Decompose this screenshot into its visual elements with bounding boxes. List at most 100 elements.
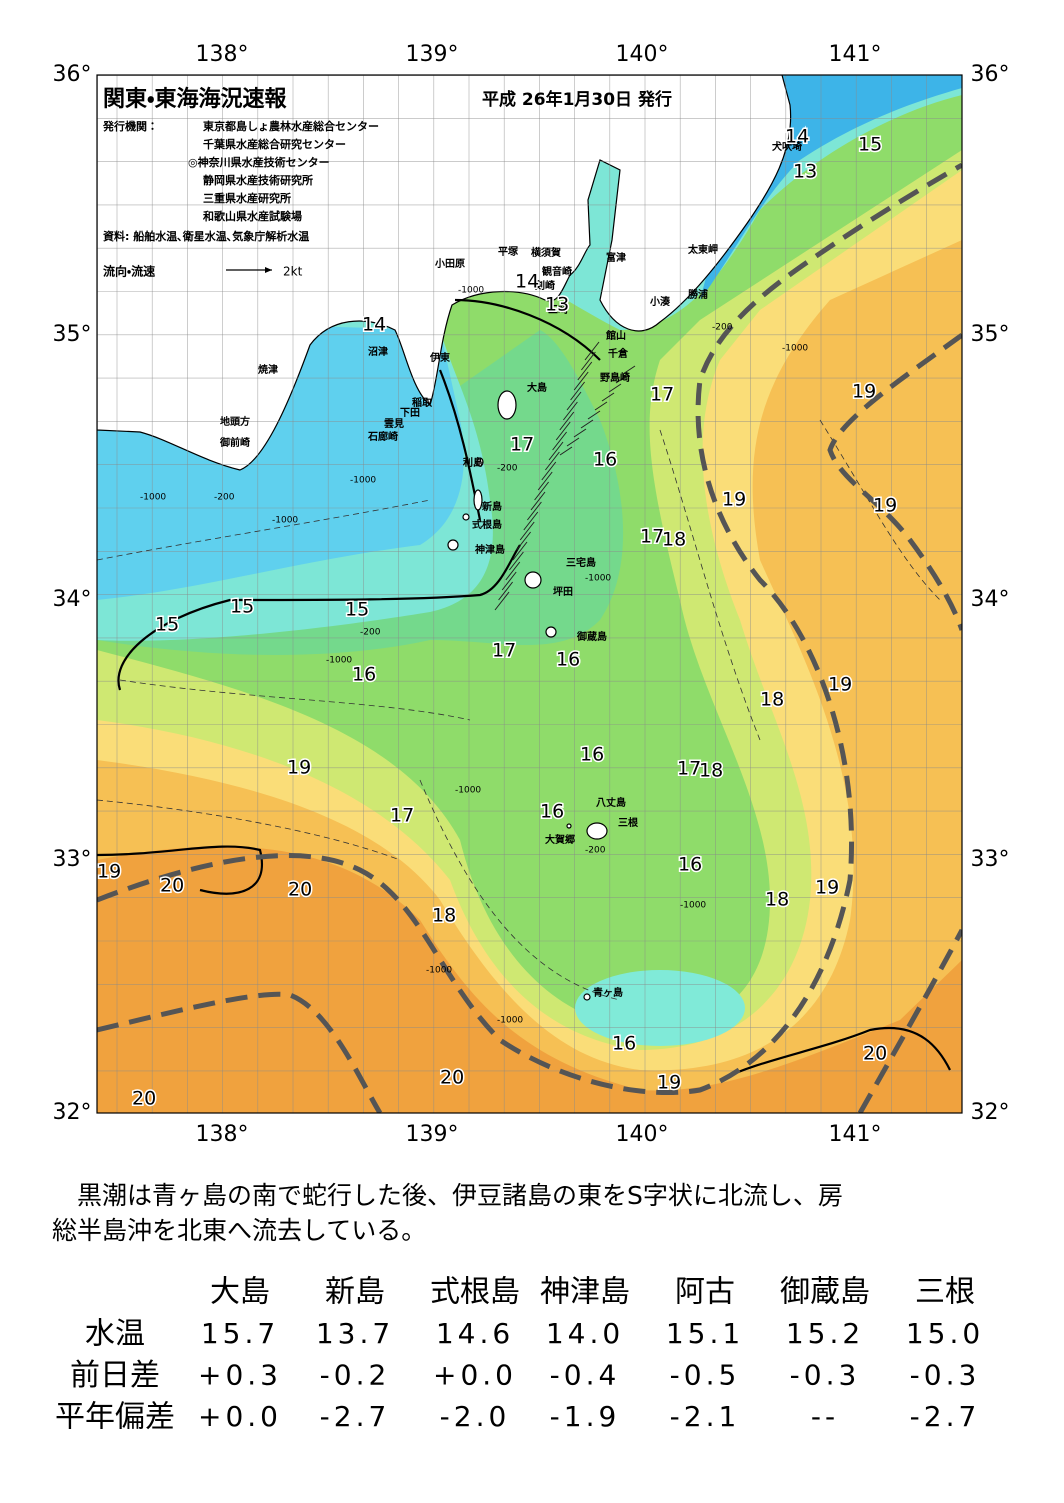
depth-label: -1000 — [782, 344, 808, 354]
isotherm-label: 17 — [390, 805, 414, 827]
place-name: 伊東 — [429, 351, 450, 364]
table-row-label: 平年偏差 — [55, 1400, 175, 1435]
map-title: 関東・東海海況速報 — [103, 86, 287, 112]
isotherm-label: 13 — [545, 294, 569, 316]
current-legend-arrowhead — [265, 267, 272, 273]
isotherm-label: 16 — [540, 801, 564, 823]
current-vector — [559, 411, 575, 431]
place-name: 富津 — [606, 251, 626, 264]
table-cell: 14.0 — [546, 1317, 624, 1350]
table-cell: 15.0 — [906, 1317, 984, 1350]
place-name: 三崎 — [548, 303, 568, 316]
issuer-name: 静岡県水産技術研究所 — [203, 173, 313, 187]
isotherm-label: 14 — [785, 126, 809, 148]
place-name: 利島 — [463, 456, 483, 469]
isotherm-label: 15 — [858, 134, 882, 156]
place-name: 雲見 — [384, 418, 404, 430]
place-name: 太東岬 — [687, 243, 718, 256]
current-vector — [548, 441, 564, 461]
depth-label: -1000 — [458, 286, 484, 296]
place-name: 新島 — [481, 500, 502, 513]
place-name: 平塚 — [498, 245, 519, 258]
current-vector — [580, 419, 594, 429]
summary-line: 黒潮は青ヶ島の南で蛇行した後、伊豆諸島の東をS字状に北流し、房 — [52, 1181, 843, 1210]
table-cell: 15.7 — [201, 1317, 279, 1350]
place-name: 館山 — [605, 329, 626, 342]
table-cell: -0.4 — [550, 1359, 621, 1392]
issuer-label: 発行機関： — [102, 119, 158, 133]
current-vector — [584, 341, 600, 361]
issuer-name: 千葉県水産総合研究センター — [203, 137, 346, 151]
current-legend-speed: 2kt — [283, 265, 303, 279]
isotherm-label: 19 — [722, 489, 746, 511]
table-row-label: 前日差 — [70, 1358, 160, 1393]
table-cell: 15.2 — [786, 1317, 864, 1350]
place-name: 八丈島 — [596, 796, 626, 809]
depth-label: -200 — [585, 846, 606, 856]
depth-label: -1000 — [350, 476, 376, 486]
table-column-header: 式根島 — [430, 1275, 520, 1310]
place-name: 下田 — [400, 407, 420, 419]
current-vector — [498, 581, 513, 601]
depth-label: -1000 — [585, 574, 611, 584]
isotherm-label: 20 — [132, 1088, 156, 1110]
table-cell: -0.2 — [320, 1359, 391, 1392]
table-cell: -2.1 — [670, 1400, 741, 1433]
depth-label: -200 — [712, 323, 733, 333]
issuer-name: ◎神奈川県水産技術センター — [188, 155, 330, 169]
current-vector — [552, 431, 567, 451]
current-vector — [501, 571, 517, 591]
isotherm-label: 19 — [815, 877, 839, 899]
latitude-label: 32° — [53, 1100, 92, 1125]
current-vector — [566, 437, 580, 447]
data-source: 資料: 船舶水温､衛星水温､気象庁解析水温 — [103, 229, 309, 243]
place-name: 三根 — [618, 816, 639, 829]
latitude-label: 34° — [53, 587, 92, 612]
longitude-label: 141° — [829, 1122, 882, 1147]
latitude-label: 35° — [971, 322, 1010, 347]
current-vector — [527, 501, 542, 521]
isotherm-label: 20 — [288, 879, 312, 901]
place-name: 式根島 — [472, 518, 502, 531]
place-name: 焼津 — [258, 363, 278, 376]
current-vector — [577, 361, 593, 381]
table-cell: +0.0 — [433, 1359, 517, 1392]
issuer-name: 三重県水産研究所 — [203, 191, 291, 205]
place-name: 石廊崎 — [367, 430, 398, 443]
current-vector — [555, 421, 571, 441]
isotherm-label: 18 — [765, 889, 789, 911]
place-name: 観音崎 — [542, 265, 572, 278]
current-vector — [563, 401, 578, 421]
current-vector — [587, 410, 601, 420]
isotherm-label: 17 — [510, 434, 534, 456]
table-column-header: 大島 — [210, 1275, 270, 1310]
table-cell: -2.7 — [320, 1400, 391, 1433]
longitude-label: 139° — [406, 1122, 459, 1147]
current-vector — [622, 365, 636, 375]
depth-label: -1000 — [497, 1016, 523, 1026]
place-name: 坪田 — [553, 585, 573, 598]
place-name: 稲取 — [412, 396, 433, 409]
table-column-header: 新島 — [325, 1275, 385, 1310]
place-name: 小田原 — [434, 257, 465, 270]
latitude-label: 32° — [971, 1100, 1010, 1125]
depth-label: -1000 — [680, 901, 706, 911]
table-cell: +0.3 — [198, 1359, 282, 1392]
table-row-label: 水温 — [85, 1317, 145, 1352]
table-column-header: 三根 — [915, 1275, 975, 1310]
place-name: 御前崎 — [219, 436, 250, 449]
table-cell: 13.7 — [316, 1317, 394, 1350]
table-cell: -2.0 — [440, 1400, 511, 1433]
place-name: 剣崎 — [534, 279, 555, 292]
current-vector — [601, 392, 615, 402]
latitude-label: 33° — [971, 847, 1010, 872]
longitude-label: 141° — [829, 42, 882, 67]
current-vector — [541, 461, 557, 481]
longitude-label: 140° — [616, 42, 669, 67]
isotherm-label: 20 — [863, 1043, 887, 1065]
latitude-label: 36° — [53, 62, 92, 87]
latitude-label: 36° — [971, 62, 1010, 87]
depth-label: -200 — [360, 628, 381, 638]
issue-date: 平成 26年1月30日 発行 — [482, 89, 672, 110]
place-name: 御蔵島 — [576, 630, 607, 643]
